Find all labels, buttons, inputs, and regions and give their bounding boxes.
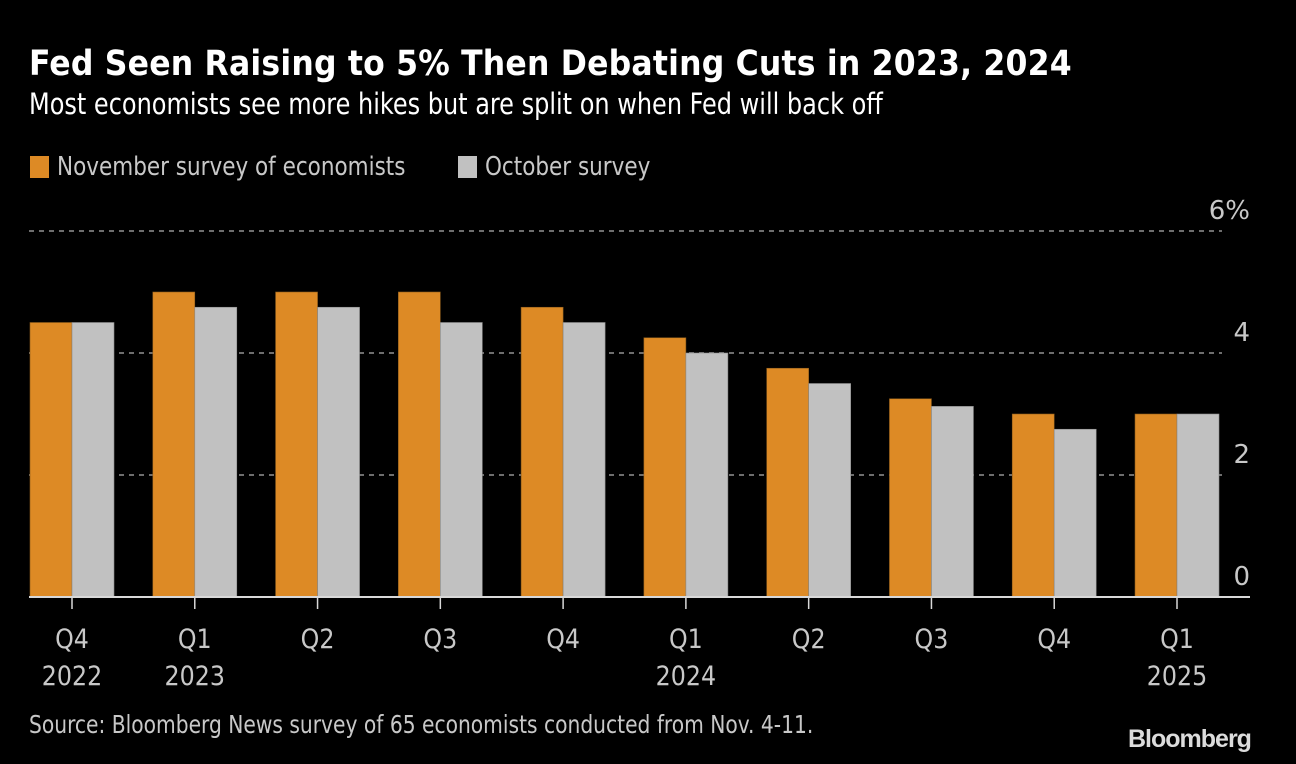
y-tick-label: 0 (1233, 562, 1250, 592)
bar-november (766, 367, 809, 598)
x-tick-label-quarter: Q2 (792, 623, 826, 655)
x-tick-label-quarter: Q4 (1037, 623, 1071, 655)
bloomberg-logo: Bloomberg (1128, 725, 1252, 753)
bar-november (520, 306, 564, 598)
bar-november (29, 322, 73, 598)
x-tick-label-quarter: Q3 (915, 623, 949, 655)
bar-october (317, 306, 360, 598)
legend-swatch-november (30, 156, 49, 178)
y-tick-label: 4 (1233, 318, 1250, 348)
bar-november (275, 291, 318, 598)
legend-label-november: November survey of economists (57, 152, 406, 182)
bar-october (808, 383, 851, 598)
source-note: Source: Bloomberg News survey of 65 econ… (29, 710, 814, 739)
x-tick-label-year: 2022 (42, 660, 102, 692)
legend: November survey of economists October su… (30, 152, 686, 182)
x-tick-label-quarter: Q1 (178, 623, 212, 655)
bar-november (643, 337, 687, 598)
x-tick-label-year: 2023 (165, 660, 225, 692)
bar-november (1134, 413, 1178, 598)
bar-october (440, 322, 483, 598)
legend-swatch-october (457, 156, 477, 178)
chart-subtitle: Most economists see more hikes but are s… (29, 87, 883, 121)
chart-title: Fed Seen Raising to 5% Then Debating Cut… (29, 44, 1072, 84)
bar-october (71, 322, 115, 598)
x-tick-label-quarter: Q4 (546, 623, 580, 655)
y-tick-label: 6% (1209, 196, 1250, 226)
bar-october (931, 406, 974, 598)
bar-november (152, 291, 196, 598)
bar-october (562, 322, 606, 598)
x-tick-label-quarter: Q1 (1160, 623, 1194, 655)
legend-item-november: November survey of economists (30, 152, 436, 182)
bar-november (1011, 413, 1055, 598)
bar-november (889, 398, 932, 598)
bar-october (685, 352, 729, 598)
bar-november (398, 291, 441, 598)
x-tick-label-quarter: Q4 (55, 623, 89, 655)
bar-october (1176, 413, 1220, 598)
x-tick-label-year: 2024 (656, 660, 716, 692)
y-tick-label: 2 (1233, 440, 1250, 470)
legend-label-october: October survey (484, 152, 651, 182)
x-tick-label-year: 2025 (1147, 660, 1207, 692)
legend-item-october: October survey (457, 152, 665, 182)
x-tick-label-quarter: Q3 (423, 623, 457, 655)
bar-october (194, 306, 238, 598)
bar-october (1053, 428, 1097, 598)
x-tick-label-quarter: Q1 (669, 623, 703, 655)
x-tick-label-quarter: Q2 (301, 623, 335, 655)
